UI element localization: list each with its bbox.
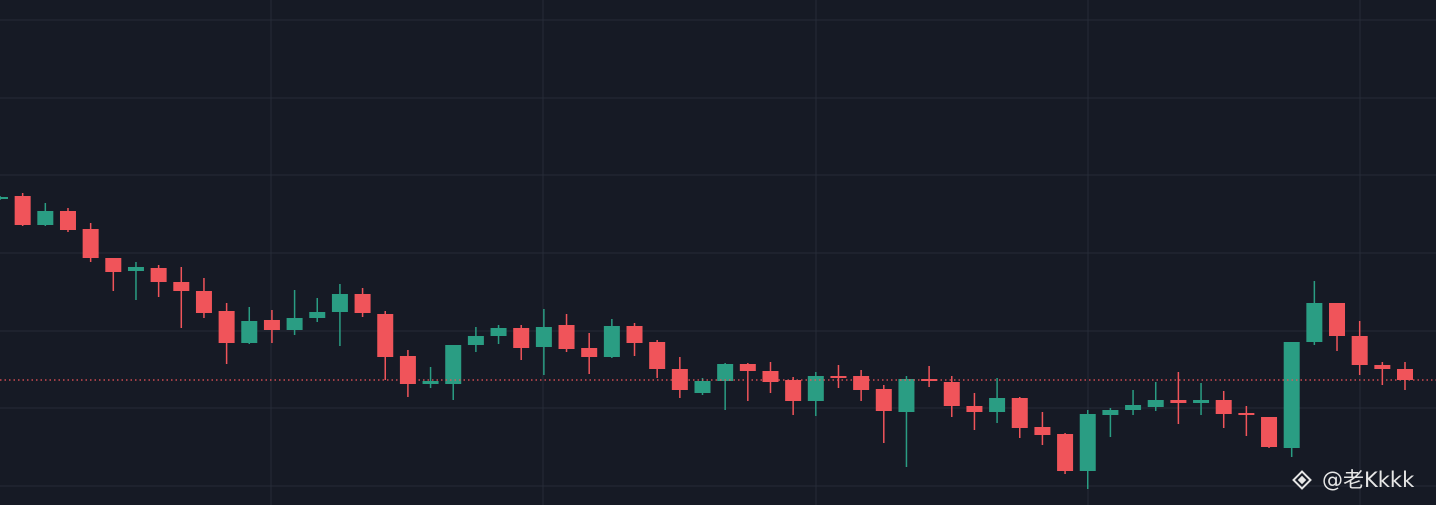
candle-body: [82, 229, 99, 258]
candle-body: [1351, 336, 1368, 365]
candle-body: [105, 258, 122, 272]
candle-body: [875, 389, 892, 411]
candle-body: [377, 314, 394, 357]
candle-body: [331, 294, 348, 312]
candle-body: [603, 326, 620, 357]
candle-body: [399, 356, 416, 384]
candle-body: [921, 379, 938, 381]
candle-body: [1215, 400, 1232, 414]
candle-body: [853, 376, 870, 390]
watermark-logo: [1292, 470, 1312, 490]
candle-body: [1193, 400, 1210, 403]
candle-body: [762, 371, 779, 382]
candle-body: [535, 327, 552, 347]
candle-body: [1057, 434, 1074, 471]
candle-body: [1170, 400, 1187, 403]
candle-body: [173, 282, 190, 291]
candle-body: [467, 336, 484, 345]
candle-body: [1125, 405, 1142, 410]
candle-body: [445, 345, 462, 384]
watermark: @老Kkkk: [1322, 468, 1415, 492]
candle-body: [966, 406, 983, 412]
candle-body: [14, 196, 31, 225]
candle-body: [785, 380, 802, 401]
candle-body: [241, 321, 258, 343]
candle-body: [1283, 342, 1300, 448]
candle-body: [513, 328, 530, 348]
candle-body: [59, 211, 76, 230]
candle-body: [1329, 303, 1346, 336]
candle-body: [581, 348, 598, 357]
candle-body: [37, 211, 54, 225]
candle-body: [127, 267, 144, 271]
candle-body: [898, 379, 915, 412]
candle-body: [218, 311, 235, 343]
candle-body: [649, 342, 666, 369]
candle-body: [263, 320, 280, 330]
candle-body: [0, 197, 8, 199]
candle-body: [943, 382, 960, 406]
candle-body: [1374, 365, 1391, 369]
candle-body: [150, 268, 167, 282]
candle-body: [1147, 400, 1164, 407]
candle-body: [694, 381, 711, 393]
candle-body: [1102, 410, 1119, 415]
candle-body: [354, 294, 371, 313]
candle-body: [1011, 398, 1028, 428]
candle-body: [717, 364, 734, 381]
candle-body: [309, 312, 326, 318]
candle-body: [626, 326, 643, 343]
candle-body: [422, 381, 439, 384]
candle-body: [1261, 417, 1278, 447]
candle-body: [195, 291, 212, 313]
candle-body: [1034, 427, 1051, 435]
candle-body: [989, 398, 1006, 412]
candle-body: [807, 376, 824, 401]
candle-body: [739, 364, 756, 371]
candle-body: [830, 376, 847, 378]
candle-body: [1079, 414, 1096, 471]
candle-body: [558, 325, 575, 349]
candle-body: [286, 318, 303, 330]
candle-body: [1238, 413, 1255, 415]
candle-body: [490, 328, 507, 336]
candle-body: [1397, 369, 1413, 380]
candle-body: [1306, 303, 1323, 342]
